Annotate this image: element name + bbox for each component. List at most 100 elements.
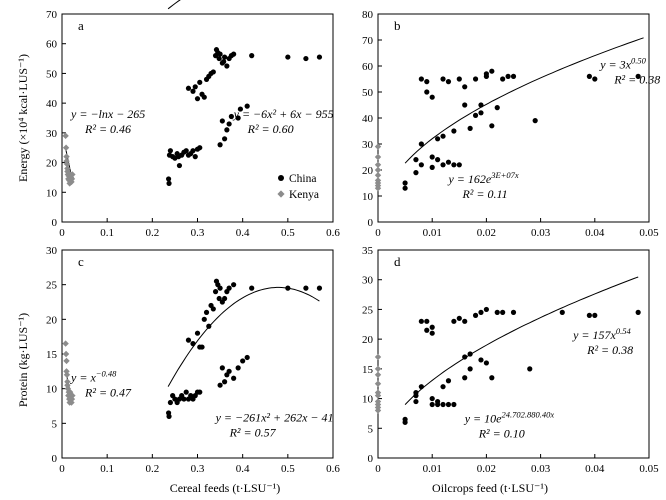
point-china: [440, 162, 446, 168]
point-kenya: [374, 143, 382, 150]
point-kenya: [374, 185, 382, 192]
point-china: [478, 357, 484, 363]
point-china: [203, 309, 210, 315]
point-china: [494, 105, 500, 111]
legend-marker-china: [278, 175, 284, 181]
point-china: [429, 94, 435, 100]
point-china: [217, 142, 223, 148]
point-china: [467, 351, 473, 357]
x-tick-label: 0.1: [100, 227, 114, 239]
x-tick-label: 0.01: [423, 463, 442, 475]
y-tick-label: 50: [46, 68, 58, 80]
point-china: [222, 136, 228, 142]
panel-label: d: [394, 254, 401, 269]
point-china: [181, 396, 187, 402]
point-china: [197, 389, 203, 395]
point-china: [216, 55, 222, 62]
point-china: [527, 366, 533, 372]
r2-label: R² = 0.60: [247, 122, 294, 136]
point-china: [505, 73, 511, 79]
ylabel-protein: Protein (kg·LUS⁻¹): [16, 313, 30, 407]
point-china: [249, 53, 255, 59]
point-china: [429, 324, 435, 330]
point-china: [500, 76, 506, 82]
x-tick-label: 0.1: [100, 463, 114, 475]
x-tick-label: 0: [375, 463, 381, 475]
point-china: [231, 282, 237, 288]
point-china: [222, 295, 228, 302]
point-china: [456, 76, 462, 82]
plot-frame: [61, 249, 334, 459]
point-china: [210, 306, 216, 312]
y-tick-label: 10: [46, 187, 58, 199]
legend-label: China: [289, 173, 316, 185]
point-kenya: [69, 171, 76, 178]
panel-d: 0 0.01 0.02 0.03 0.04 0.05 0 5 10 15 20 25 30 35 d y = …: [362, 245, 659, 475]
y-tick-label: 15: [362, 364, 374, 376]
point-china: [429, 164, 435, 170]
r2-label: R² = 0.57: [229, 425, 277, 439]
point-china: [240, 358, 246, 364]
point-kenya: [66, 180, 73, 187]
point-china: [413, 170, 419, 176]
legend-label: Kenya: [289, 189, 319, 201]
point-china: [586, 73, 592, 79]
point-kenya: [62, 350, 70, 358]
plot-frame: [377, 13, 650, 223]
point-china: [445, 378, 452, 384]
point-china: [224, 63, 230, 69]
xlabel-cereal: Cereal feeds (t·LSU⁻¹): [170, 481, 281, 495]
x-tick-label: 0.4: [236, 463, 250, 475]
y-tick-label: 20: [362, 165, 374, 177]
equation-label: y = 157x0.54: [572, 326, 631, 342]
point-china: [424, 79, 430, 85]
x-tick-label: 0.5: [281, 227, 295, 239]
x-tick-label: 0.01: [423, 227, 442, 239]
equation-label: y = 3x0.50: [599, 56, 646, 72]
point-china: [489, 68, 495, 74]
point-china: [489, 123, 495, 129]
point-china: [224, 127, 230, 133]
point-china: [228, 113, 234, 120]
point-china: [478, 110, 484, 116]
point-china: [489, 375, 495, 381]
point-kenya: [64, 168, 71, 175]
point-china: [462, 102, 468, 108]
panel-label: b: [394, 18, 401, 33]
point-china: [222, 54, 228, 60]
x-tick-label: 0: [59, 227, 65, 239]
y-tick-label: 60: [362, 61, 374, 73]
y-tick-label: 80: [362, 9, 374, 21]
panel-a: 0 0.1 0.2 0.3 0.4 0.5 0.6 0 10 20 30 40 50 60 70 a y = −…: [46, 0, 340, 239]
point-china: [435, 157, 441, 163]
point-china: [456, 162, 462, 168]
point-china: [226, 121, 232, 127]
point-china: [451, 401, 457, 408]
point-china: [210, 69, 216, 75]
point-china: [532, 118, 538, 124]
y-tick-label: 35: [362, 245, 374, 257]
point-china: [445, 159, 452, 165]
point-china: [201, 94, 207, 100]
point-china: [165, 176, 172, 182]
point-china: [440, 133, 446, 139]
point-china: [435, 398, 441, 405]
y-tick-label: 50: [362, 87, 374, 99]
point-china: [472, 112, 479, 118]
y-tick-label: 15: [46, 349, 58, 361]
point-china: [472, 76, 479, 82]
y-tick-label: 25: [46, 280, 58, 292]
point-china: [190, 88, 196, 94]
x-tick-label: 0.04: [585, 463, 605, 475]
fit-curve: [404, 276, 639, 405]
point-china: [445, 79, 452, 85]
point-kenya: [374, 392, 382, 399]
equation-label: y = 162e3E+07x: [447, 170, 518, 186]
point-kenya: [63, 153, 70, 160]
x-tick-label: 0.05: [639, 463, 659, 475]
panel-c: 0 0.1 0.2 0.3 0.4 0.5 0.6 0 5 10 15 20 25 30 c y = x−0.…: [46, 245, 340, 475]
point-china: [226, 285, 232, 291]
y-tick-label: 10: [362, 191, 374, 203]
point-china: [199, 344, 205, 350]
point-china: [478, 309, 484, 315]
